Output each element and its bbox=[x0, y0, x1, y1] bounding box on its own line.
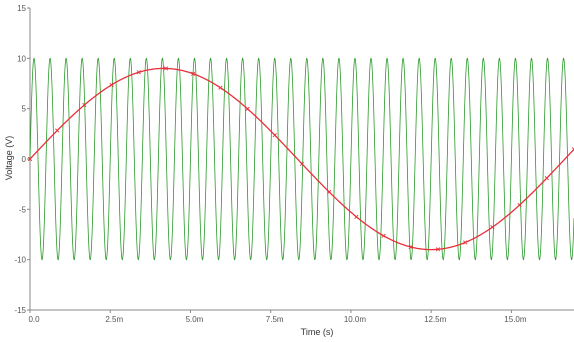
series-2-point bbox=[27, 156, 33, 162]
x-tick-label: 2.5m bbox=[105, 315, 123, 324]
x-tick-label: 12.5m bbox=[424, 315, 447, 324]
series-2-point bbox=[517, 202, 522, 208]
y-tick-label: -10 bbox=[14, 256, 26, 265]
series-2-point bbox=[245, 106, 250, 112]
series-2-point bbox=[109, 82, 114, 87]
series-2-point bbox=[435, 247, 441, 252]
series-2-point bbox=[218, 85, 223, 90]
series-2-point bbox=[408, 244, 413, 250]
series-2-point bbox=[463, 240, 468, 245]
series-1-line bbox=[29, 57, 574, 261]
series-2-point bbox=[55, 128, 60, 133]
plot-area: 15 10 5 0 -5 -10 -150.0 2.5m 5.0m 7.5m 10.0m 12.5m 1… bbox=[14, 4, 574, 324]
series-2-point bbox=[381, 233, 386, 238]
series-2-point bbox=[163, 66, 169, 71]
x-tick-label: 7.5m bbox=[266, 315, 284, 324]
series-2-point bbox=[327, 189, 332, 195]
x-tick-label: 15.0m bbox=[504, 315, 527, 324]
series-2-point bbox=[354, 214, 359, 219]
x-tick-label: 5.0m bbox=[186, 315, 204, 324]
series-2-point bbox=[82, 102, 87, 108]
y-tick-label: -5 bbox=[19, 205, 27, 214]
series-2-point bbox=[299, 161, 305, 166]
series-2-point bbox=[272, 133, 277, 138]
x-axis-title: Time (s) bbox=[301, 327, 334, 337]
y-tick-label: 10 bbox=[17, 54, 26, 63]
y-tick-label: 15 bbox=[17, 4, 26, 13]
y-axis-title: Voltage (V) bbox=[4, 136, 14, 181]
y-tick-label: 0 bbox=[22, 155, 27, 164]
series-2-point bbox=[571, 147, 574, 152]
series-2-point bbox=[544, 176, 549, 181]
x-tick-label: 0.0 bbox=[28, 315, 40, 324]
series-2-point bbox=[490, 225, 495, 230]
x-tick-label: 10.0m bbox=[344, 315, 367, 324]
y-tick-label: 5 bbox=[22, 105, 27, 114]
series-2-point bbox=[136, 70, 141, 75]
series-2-point bbox=[191, 71, 196, 76]
y-tick-label: -15 bbox=[14, 306, 26, 315]
